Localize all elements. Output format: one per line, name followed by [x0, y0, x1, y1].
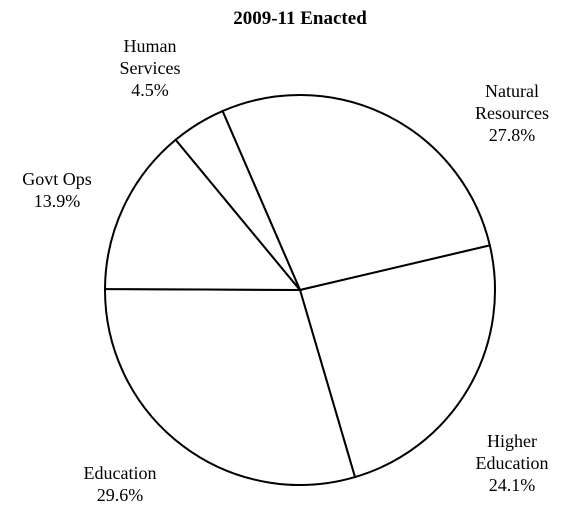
slice-value-label: 24.1%	[488, 475, 536, 495]
slice-value-label: 27.8%	[488, 125, 536, 145]
pie-slice	[298, 244, 496, 479]
slice-value-label: 13.9%	[33, 191, 81, 211]
pie-slice	[221, 94, 492, 292]
slice-value-label: 4.5%	[131, 80, 169, 100]
slice-value-label: 29.6%	[96, 485, 144, 505]
pie-slice	[174, 109, 301, 291]
slice-label: Natural Resources	[475, 81, 549, 123]
slice-label: Education	[83, 463, 157, 483]
slice-label: Govt Ops	[22, 169, 92, 189]
pie-slice	[104, 287, 357, 486]
chart-title: 2009-11 Enacted	[233, 8, 367, 29]
slice-label: Human Services	[119, 36, 181, 78]
pie-slice	[103, 138, 303, 292]
slice-label: Higher Education	[475, 431, 549, 473]
